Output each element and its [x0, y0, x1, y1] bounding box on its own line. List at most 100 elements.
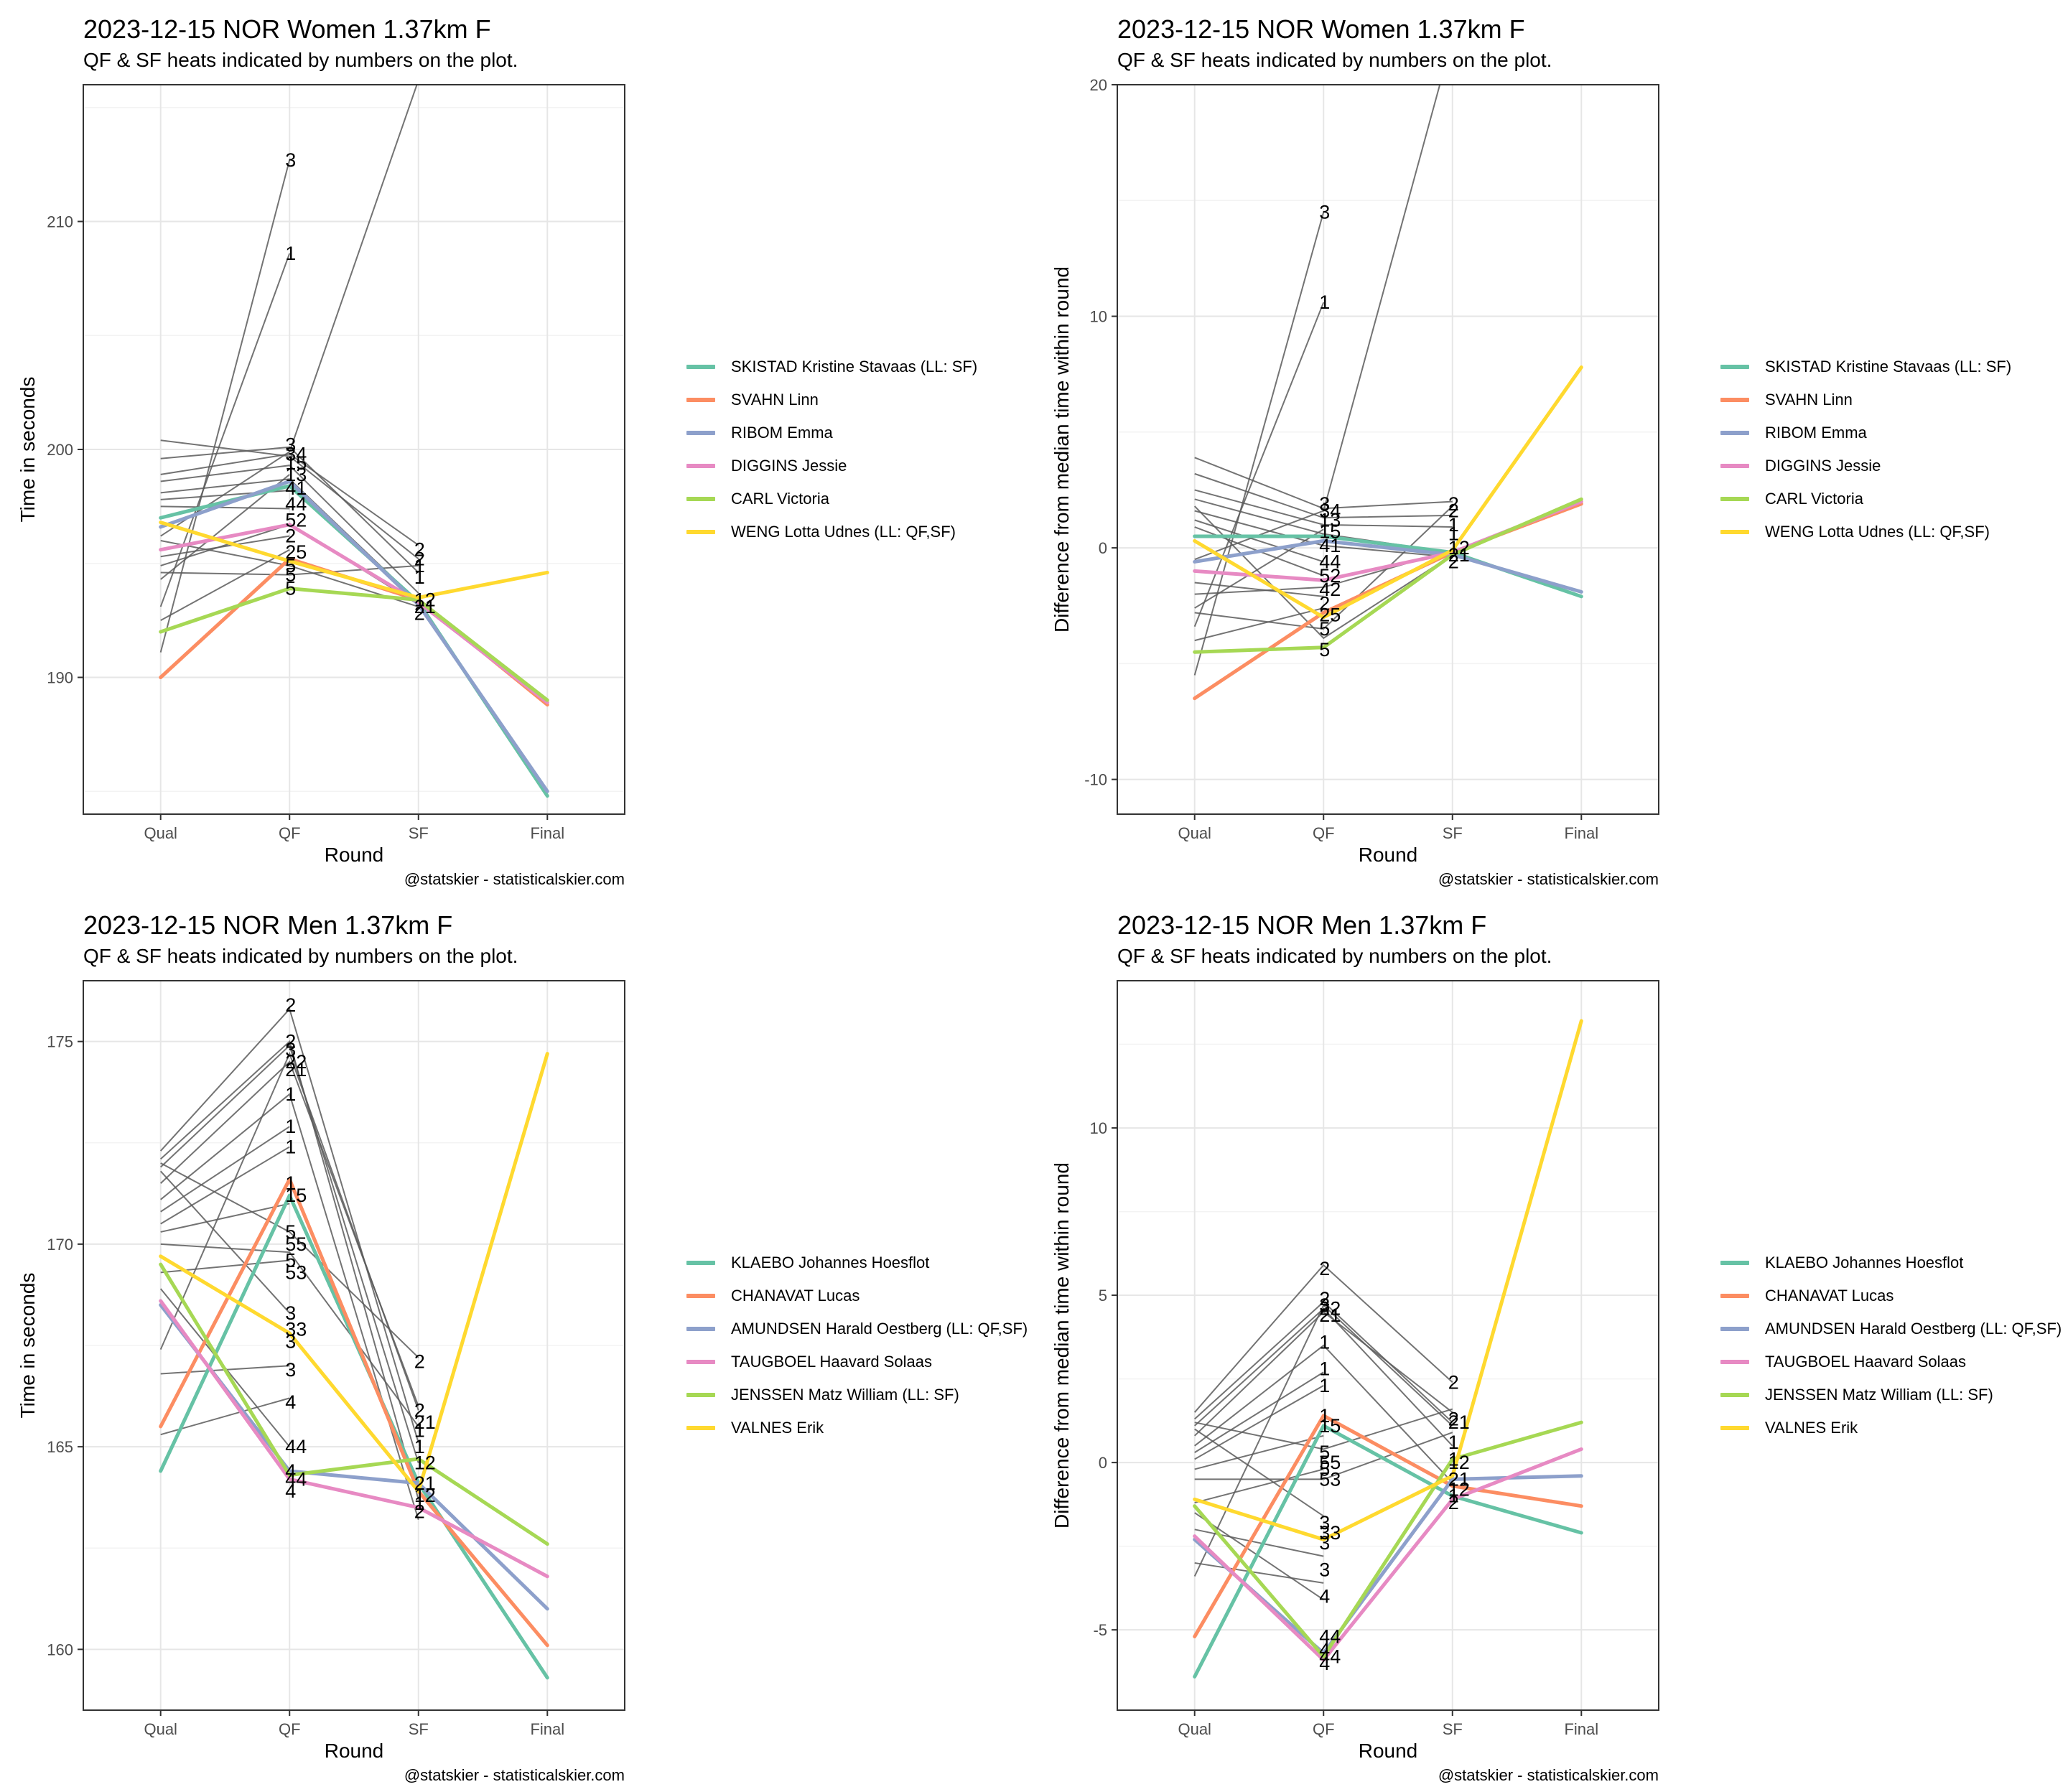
- legend-swatch: [1720, 1393, 1749, 1397]
- heat-label: 1: [1319, 1375, 1330, 1396]
- legend-swatch: [1720, 398, 1749, 402]
- series-line: [159, 1299, 549, 1579]
- legend-label: CARL Victoria: [1765, 490, 1863, 508]
- credit-caption: @statskier - statisticalskier.com: [404, 1766, 625, 1784]
- other-athlete-line: [1194, 1529, 1324, 1557]
- x-tick-label: Final: [530, 824, 564, 842]
- heat-label: 4: [1319, 1653, 1330, 1674]
- series-line: [1193, 1447, 1583, 1662]
- legend-item: AMUNDSEN Harald Oestberg (LL: QF,SF): [1720, 1312, 2062, 1345]
- heat-label: 2: [285, 994, 296, 1016]
- other-athlete-line: [1194, 1385, 1324, 1460]
- y-tick-label: 210: [47, 213, 73, 231]
- chart-panel-women-diff: 2023-12-15 NOR Women 1.37km F QF & SF he…: [1034, 0, 2068, 896]
- legend-item: TAUGBOEL Haavard Solaas: [686, 1345, 1028, 1378]
- credit-caption: @statskier - statisticalskier.com: [1438, 870, 1659, 888]
- heat-label: 2: [1448, 500, 1459, 521]
- legend-item: JENSSEN Matz William (LL: SF): [686, 1378, 1028, 1411]
- heat-label: 34: [285, 443, 307, 465]
- x-tick-label: QF: [1313, 1720, 1335, 1738]
- y-tick-label: 0: [1099, 539, 1107, 557]
- other-athlete-line: [1193, 1304, 1453, 1577]
- heat-label: 2: [414, 1399, 425, 1421]
- heat-label: 12: [1448, 1478, 1470, 1500]
- series-line: [159, 1262, 549, 1546]
- legend-item: KLAEBO Johannes Hoesflot: [686, 1246, 1028, 1279]
- plot-border: [1117, 84, 1659, 815]
- heat-label: 22: [1319, 1298, 1341, 1320]
- series-line: [159, 521, 549, 599]
- legend-swatch: [686, 1360, 715, 1364]
- chart-panel-men-diff: 2023-12-15 NOR Men 1.37km F QF & SF heat…: [1034, 896, 2068, 1792]
- y-tick-label: -5: [1093, 1621, 1107, 1639]
- heat-label: 41: [1319, 535, 1341, 556]
- chart-plot: 2232221111115555553333334444444222111122…: [1051, 980, 1659, 1762]
- heat-label: 2: [414, 539, 425, 561]
- x-tick-label: SF: [1443, 824, 1463, 842]
- legend-swatch: [1720, 530, 1749, 534]
- x-tick-label: Qual: [1178, 824, 1211, 842]
- heat-label: 52: [285, 509, 307, 531]
- legend-item: RIBOM Emma: [686, 416, 977, 449]
- y-tick-label: 5: [1099, 1287, 1107, 1305]
- x-tick-label: QF: [279, 1720, 301, 1738]
- legend-label: JENSSEN Matz William (LL: SF): [1765, 1386, 1993, 1404]
- plot-border: [83, 980, 625, 1711]
- other-athlete-line: [159, 159, 291, 653]
- x-tick-label: SF: [409, 824, 429, 842]
- heat-label: 5: [1319, 1458, 1330, 1480]
- heat-label: 3: [1319, 1532, 1330, 1554]
- heat-label: 1: [414, 566, 425, 588]
- heat-label: 2: [414, 603, 425, 625]
- plot-border: [1117, 980, 1659, 1711]
- heat-label: 1: [1319, 1358, 1330, 1380]
- heat-label: 3: [1319, 1512, 1330, 1534]
- heat-label: 1: [1319, 1331, 1330, 1353]
- heat-label: 1: [1448, 1448, 1459, 1470]
- chart-panel-men-time: 2023-12-15 NOR Men 1.37km F QF & SF heat…: [0, 896, 1034, 1792]
- credit-caption: @statskier - statisticalskier.com: [404, 870, 625, 888]
- legend-swatch: [686, 398, 715, 402]
- heat-label: 44: [1319, 1646, 1341, 1667]
- legend-label: SKISTAD Kristine Stavaas (LL: SF): [731, 358, 978, 375]
- legend-swatch: [1720, 1327, 1749, 1331]
- other-athlete-line: [1194, 1434, 1324, 1470]
- series-line: [1193, 497, 1583, 654]
- other-athlete-line: [160, 535, 290, 558]
- x-tick-label: Qual: [144, 1720, 177, 1738]
- heat-label: 3: [285, 1330, 296, 1352]
- heat-label: 13: [1319, 509, 1341, 531]
- legend-item: CHANAVAT Lucas: [686, 1279, 1028, 1312]
- other-athlete-line: [160, 1146, 290, 1225]
- other-athlete-line: [1194, 1371, 1324, 1453]
- gridlines: [83, 981, 625, 1710]
- legend-swatch: [1720, 1426, 1749, 1430]
- series-line: [159, 523, 549, 704]
- chart-subtitle: QF & SF heats indicated by numbers on th…: [1117, 945, 1552, 967]
- other-athlete-line: [1194, 1344, 1453, 1483]
- other-athlete-line: [1194, 1301, 1453, 1423]
- legend-label: SKISTAD Kristine Stavaas (LL: SF): [1765, 358, 2012, 375]
- legend-item: CHANAVAT Lucas: [1720, 1279, 2062, 1312]
- legend-label: TAUGBOEL Haavard Solaas: [1765, 1353, 1967, 1371]
- other-athlete-line: [1194, 519, 1324, 563]
- heat-label: 44: [285, 1468, 307, 1490]
- heat-label: 3: [285, 1039, 296, 1060]
- heat-label: 4: [1319, 1586, 1330, 1607]
- other-athlete-line: [159, 253, 291, 607]
- heat-label: 4: [285, 1391, 296, 1413]
- other-athlete-line: [159, 1007, 419, 1443]
- heat-label: 3: [285, 149, 296, 171]
- y-tick-label: 190: [47, 669, 73, 687]
- series-line: [159, 587, 549, 702]
- other-athlete-line: [160, 439, 419, 560]
- heat-label: 2: [1319, 1258, 1330, 1279]
- heat-label: 3: [1319, 1559, 1330, 1580]
- chart-title: 2023-12-15 NOR Men 1.37km F: [1117, 910, 1487, 940]
- x-tick-label: Final: [530, 1720, 564, 1738]
- legend-item: VALNES Erik: [686, 1411, 1028, 1445]
- heat-label: 1: [414, 555, 425, 577]
- legend-swatch: [1720, 1360, 1749, 1364]
- x-tick-label: Final: [1564, 824, 1598, 842]
